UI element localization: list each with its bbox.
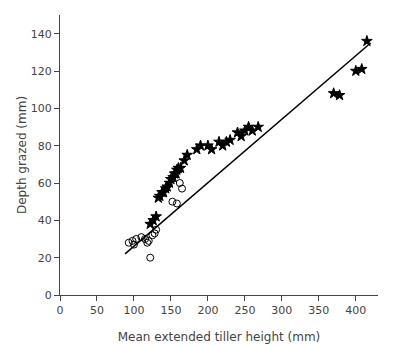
svg-text:0: 0: [45, 289, 52, 302]
svg-text:80: 80: [38, 140, 52, 153]
svg-text:100: 100: [123, 304, 144, 317]
svg-text:250: 250: [234, 304, 255, 317]
svg-text:0: 0: [57, 304, 64, 317]
svg-text:50: 50: [90, 304, 104, 317]
svg-text:40: 40: [38, 214, 52, 227]
svg-text:Mean extended tiller height (m: Mean extended tiller height (mm): [118, 330, 321, 344]
svg-text:300: 300: [271, 304, 292, 317]
svg-text:200: 200: [197, 304, 218, 317]
svg-text:140: 140: [31, 28, 52, 41]
svg-text:350: 350: [308, 304, 329, 317]
svg-text:100: 100: [31, 102, 52, 115]
svg-text:60: 60: [38, 177, 52, 190]
svg-text:20: 20: [38, 252, 52, 265]
svg-text:400: 400: [345, 304, 366, 317]
svg-text:Depth grazed (mm): Depth grazed (mm): [15, 96, 29, 214]
svg-text:150: 150: [160, 304, 181, 317]
svg-text:120: 120: [31, 65, 52, 78]
